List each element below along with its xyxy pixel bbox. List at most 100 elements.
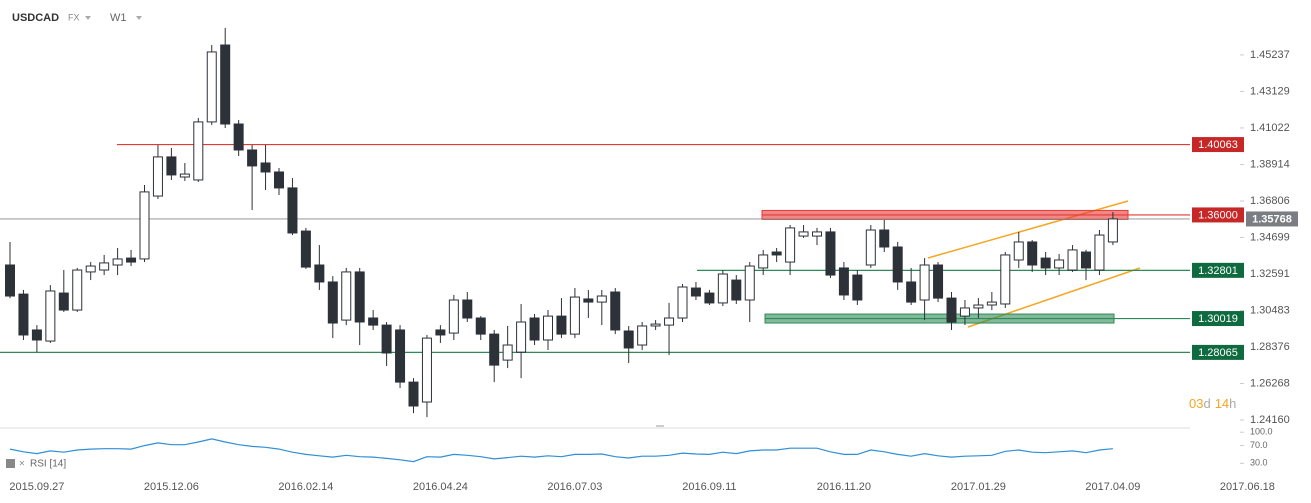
bear-body: [529, 317, 540, 341]
bull-body: [112, 258, 123, 266]
bear-body: [475, 317, 486, 335]
market[interactable]: FX: [68, 12, 80, 22]
level-label-box: [1192, 311, 1244, 327]
bull-body: [758, 254, 769, 269]
bull-body: [1054, 259, 1065, 269]
bull-body: [1067, 249, 1078, 271]
bull-body: [193, 121, 204, 181]
bear-body: [381, 324, 392, 354]
level-label-box: [1192, 262, 1244, 278]
rsi-tick-label: 70.0: [1250, 440, 1268, 450]
x-tick-label: 2016.11.20: [817, 481, 871, 493]
bear-body: [220, 44, 231, 125]
dropdown-arrow[interactable]: [136, 16, 142, 20]
y-tick-label: 1.38914: [1250, 158, 1290, 170]
countdown: 03d 14h: [1189, 396, 1236, 411]
bull-body: [986, 301, 997, 306]
bear-body: [623, 330, 634, 349]
bear-body: [556, 315, 567, 335]
bull-body: [919, 264, 930, 301]
bear-body: [1081, 251, 1091, 269]
bear-body: [300, 230, 311, 268]
bull-body: [569, 296, 580, 335]
rsi-line: [9, 438, 1113, 463]
bull-body: [448, 299, 459, 334]
y-tick-label: 1.24160: [1250, 414, 1290, 426]
bull-body: [206, 51, 217, 123]
bull-body: [502, 344, 513, 361]
bull-body: [1094, 234, 1105, 271]
bull-body: [785, 227, 796, 263]
bear-body: [892, 246, 903, 283]
bear-body: [58, 292, 69, 311]
bull-body: [45, 290, 56, 342]
bull-body: [637, 325, 648, 346]
bear-body: [314, 264, 325, 283]
bear-body: [838, 267, 849, 296]
bull-body: [717, 273, 728, 304]
bull-body: [1107, 218, 1118, 243]
bull-body: [139, 191, 150, 260]
level-label: 1.32801: [1198, 265, 1238, 277]
rsi-tick-label: 30.0: [1250, 458, 1268, 468]
bear-body: [731, 279, 742, 301]
bull-body: [744, 265, 755, 301]
bear-body: [354, 271, 365, 323]
bear-body: [489, 333, 500, 366]
bear-body: [408, 381, 419, 407]
bear-body: [368, 317, 379, 326]
bull-body: [959, 307, 970, 317]
bear-body: [1027, 241, 1038, 266]
level-label: 1.40063: [1198, 139, 1238, 151]
bear-body: [906, 281, 917, 303]
y-tick-label: 1.43129: [1250, 85, 1290, 97]
bull-body: [664, 317, 675, 326]
dropdown-arrow[interactable]: [85, 16, 91, 20]
indicator-icon[interactable]: [6, 459, 15, 468]
bear-body: [690, 287, 701, 297]
bear-body: [704, 292, 715, 304]
bear-body: [327, 281, 338, 324]
bull-body: [516, 321, 527, 353]
bear-body: [18, 293, 29, 336]
countdown-days: 03: [1189, 396, 1203, 411]
bear-body: [5, 264, 15, 297]
bull-body: [99, 262, 110, 271]
y-tick-label: 1.41022: [1250, 122, 1290, 134]
timeframe[interactable]: W1: [110, 12, 127, 24]
bear-body: [462, 299, 473, 319]
indicator-close[interactable]: ×: [19, 459, 25, 470]
bull-body: [72, 269, 83, 311]
last-price-label: 1.35768: [1252, 213, 1292, 225]
y-tick-label: 1.26268: [1250, 377, 1290, 389]
x-tick-label: 2015.12.06: [144, 481, 199, 493]
x-tick-label: 2017.04.09: [1085, 481, 1140, 493]
bull-body: [650, 323, 661, 327]
bull-body: [1013, 241, 1024, 261]
x-tick-label: 2016.07.03: [547, 481, 602, 493]
x-tick-label: 2016.04.24: [413, 481, 468, 493]
last-price-box: [1246, 211, 1298, 227]
y-tick-label: 1.28376: [1250, 341, 1290, 353]
bear-body: [825, 231, 836, 276]
bear-body: [771, 251, 782, 256]
y-tick-label: 1.32591: [1250, 268, 1290, 280]
bear-body: [287, 187, 298, 234]
bear-body: [247, 149, 258, 167]
bull-body: [543, 315, 553, 341]
bear-body: [852, 274, 863, 301]
rsi-label[interactable]: RSI [14]: [30, 459, 66, 470]
bull-body: [596, 295, 607, 303]
bear-body: [583, 298, 594, 303]
bull-body: [179, 173, 190, 178]
bull-body: [865, 229, 876, 266]
bull-body: [421, 337, 432, 403]
level-label: 1.28065: [1198, 347, 1238, 359]
symbol[interactable]: USDCAD: [12, 12, 59, 24]
bear-body: [126, 257, 137, 263]
x-tick-label: 2016.02.14: [278, 481, 333, 493]
bear-body: [933, 264, 944, 299]
x-tick-label: 2016.09.11: [682, 481, 736, 493]
